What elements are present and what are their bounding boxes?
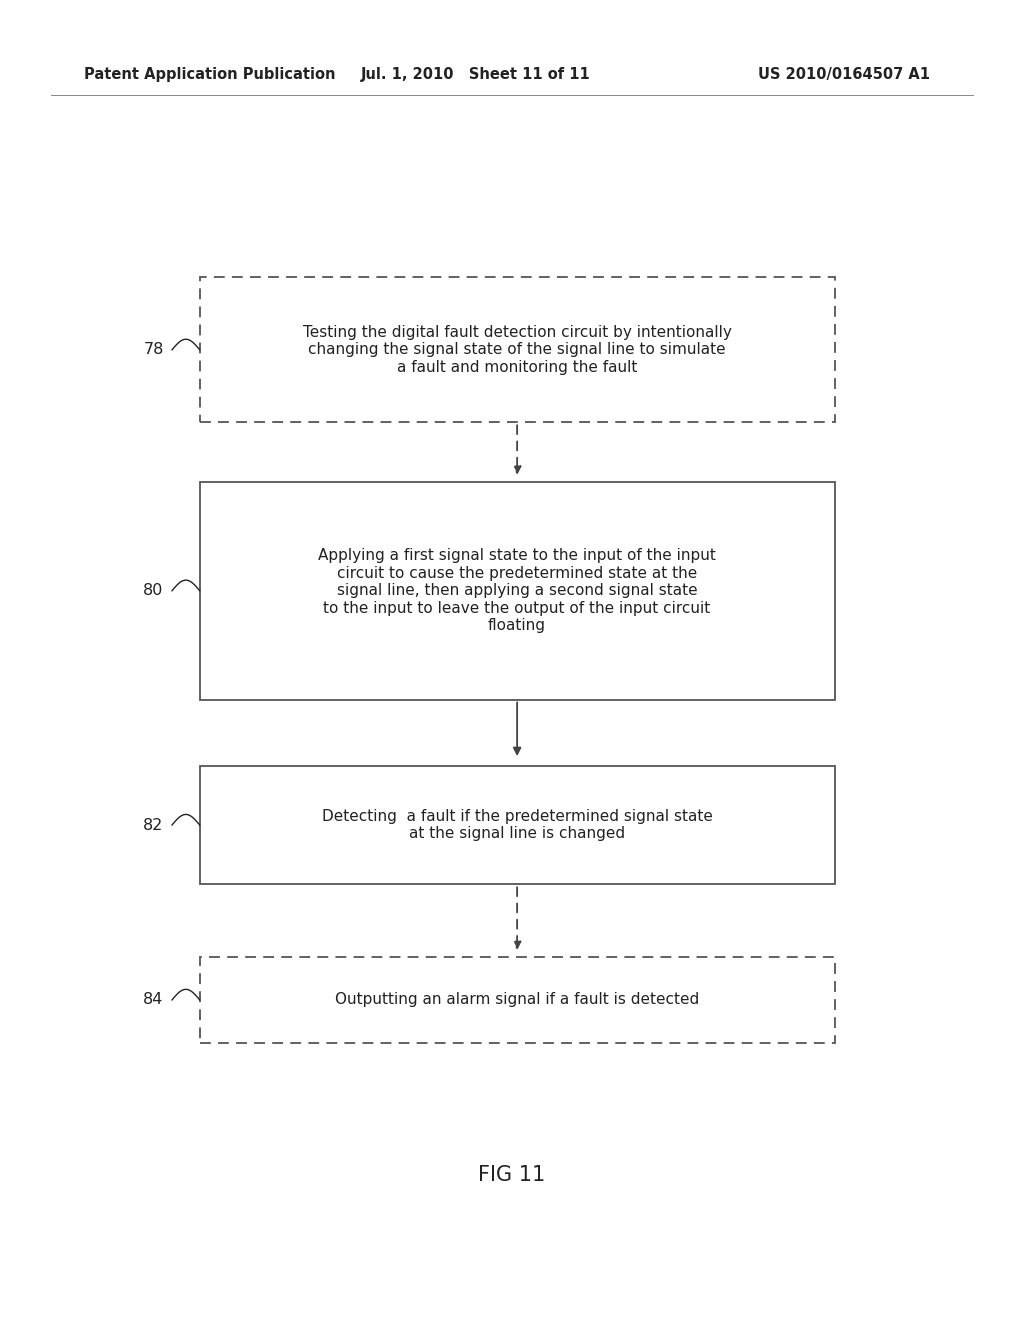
Bar: [200, 482, 835, 700]
Text: 82: 82: [143, 817, 164, 833]
Text: Testing the digital fault detection circuit by intentionally
changing the signal: Testing the digital fault detection circ…: [303, 325, 731, 375]
Bar: [200, 277, 835, 422]
Bar: [200, 957, 835, 1043]
Text: 84: 84: [143, 993, 164, 1007]
Text: Applying a first signal state to the input of the input
circuit to cause the pre: Applying a first signal state to the inp…: [318, 548, 716, 634]
Text: Detecting  a fault if the predetermined signal state
at the signal line is chang: Detecting a fault if the predetermined s…: [322, 809, 713, 841]
Text: 80: 80: [143, 583, 164, 598]
Text: FIG 11: FIG 11: [478, 1166, 546, 1185]
Bar: [200, 766, 835, 884]
Text: 78: 78: [143, 342, 164, 358]
Text: US 2010/0164507 A1: US 2010/0164507 A1: [758, 67, 930, 82]
Text: Jul. 1, 2010   Sheet 11 of 11: Jul. 1, 2010 Sheet 11 of 11: [361, 67, 591, 82]
Text: Outputting an alarm signal if a fault is detected: Outputting an alarm signal if a fault is…: [335, 993, 699, 1007]
Text: Patent Application Publication: Patent Application Publication: [84, 67, 336, 82]
